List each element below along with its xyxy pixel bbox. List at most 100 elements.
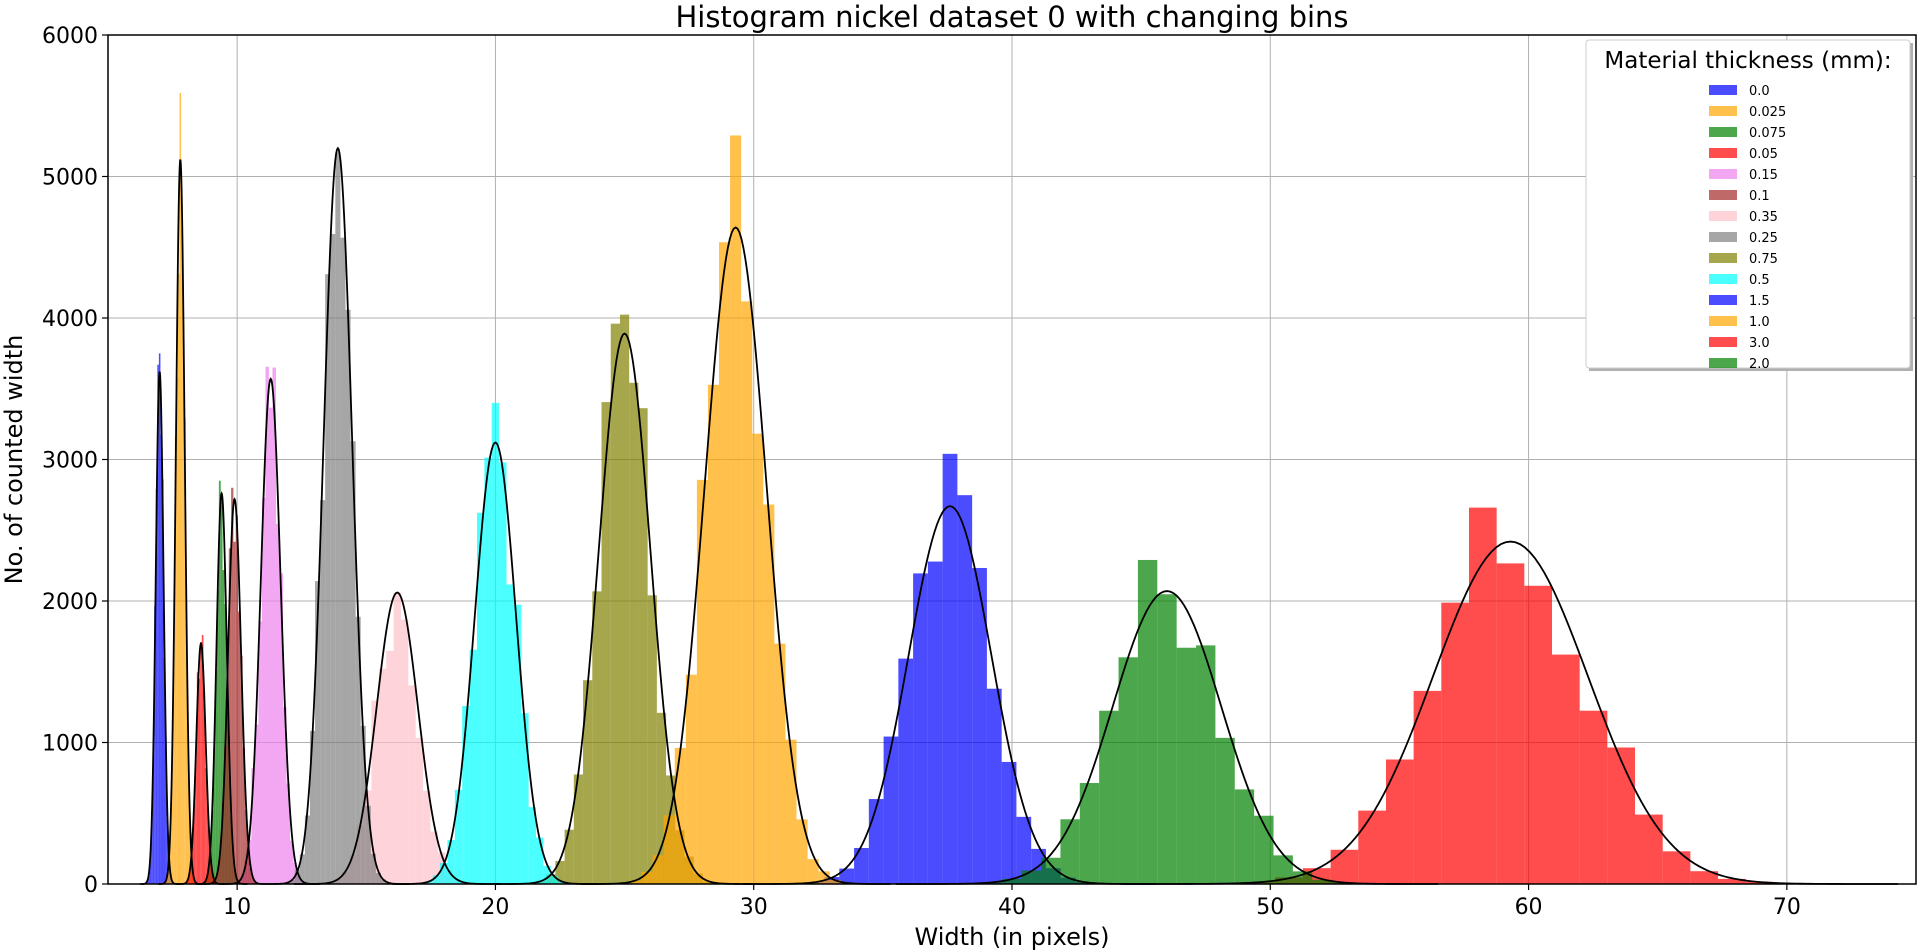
histogram-bar bbox=[430, 831, 438, 884]
histogram-bar bbox=[190, 859, 192, 884]
legend-swatch bbox=[1709, 190, 1737, 200]
histogram-bar bbox=[942, 453, 958, 884]
legend-label: 1.5 bbox=[1749, 294, 1770, 309]
x-tick-label: 20 bbox=[481, 895, 509, 920]
histogram-bar bbox=[796, 819, 808, 884]
histogram-bar bbox=[214, 877, 218, 884]
histogram-bar bbox=[619, 314, 630, 885]
histogram-bar bbox=[258, 621, 262, 884]
histogram-bar bbox=[883, 736, 899, 884]
legend-label: 0.75 bbox=[1749, 252, 1778, 267]
histogram-bar bbox=[210, 860, 212, 884]
histogram-bar bbox=[254, 724, 259, 884]
histogram-bar bbox=[224, 745, 227, 884]
fit-curve-0.35 bbox=[293, 591, 501, 885]
legend-label: 1.0 bbox=[1749, 315, 1770, 330]
fit-curve-0.0 bbox=[140, 371, 180, 885]
legend-label: 0.1 bbox=[1749, 189, 1770, 204]
histogram-bar bbox=[1413, 690, 1442, 884]
histogram-bar bbox=[583, 680, 593, 884]
histogram-bar bbox=[1524, 585, 1553, 884]
histogram-bar bbox=[350, 441, 356, 884]
histogram-bar bbox=[1312, 879, 1332, 884]
histogram-bar bbox=[299, 854, 305, 884]
histogram-bar bbox=[1292, 871, 1313, 884]
histogram-bar bbox=[491, 402, 500, 884]
histogram-bar bbox=[370, 853, 376, 884]
histogram-bar bbox=[200, 642, 202, 884]
legend-label: 0.025 bbox=[1749, 105, 1786, 120]
histogram-bar bbox=[972, 567, 987, 884]
histogram-bar bbox=[647, 595, 657, 884]
histogram-bar bbox=[242, 747, 245, 884]
histogram-bar bbox=[380, 879, 387, 884]
chart-title: Histogram nickel dataset 0 with changing… bbox=[675, 0, 1348, 34]
histogram-bar bbox=[155, 488, 158, 884]
histogram-bar bbox=[986, 688, 1002, 884]
legend-swatch bbox=[1709, 127, 1737, 137]
histogram-bar bbox=[211, 810, 214, 884]
histogram-bar bbox=[181, 229, 183, 884]
histogram-bar bbox=[1060, 819, 1080, 884]
histogram-bar bbox=[205, 768, 207, 884]
histogram-bar bbox=[601, 402, 611, 884]
histogram-bar bbox=[179, 93, 182, 884]
legend-swatch bbox=[1709, 295, 1737, 305]
legend-label: 0.05 bbox=[1749, 147, 1778, 162]
histogram-bar bbox=[1385, 759, 1414, 884]
x-tick-label: 40 bbox=[998, 895, 1026, 920]
legend-label: 3.0 bbox=[1749, 336, 1770, 351]
legend-title: Material thickness (mm): bbox=[1604, 48, 1891, 74]
fit-curve-0.5 bbox=[392, 441, 599, 885]
histogram-bar bbox=[476, 512, 485, 884]
histogram-bar bbox=[176, 377, 178, 884]
histogram-bar bbox=[1215, 737, 1235, 884]
legend-box bbox=[1585, 39, 1911, 369]
histogram-bar bbox=[1441, 602, 1469, 884]
histogram-bar bbox=[1468, 507, 1497, 884]
histogram-bar bbox=[233, 541, 236, 884]
histogram-bar bbox=[152, 755, 155, 884]
histogram-bar bbox=[272, 367, 276, 884]
histogram-bar bbox=[462, 705, 470, 884]
histogram-bar bbox=[345, 309, 351, 885]
histogram-bar bbox=[1176, 647, 1197, 884]
legend-swatch bbox=[1709, 358, 1737, 368]
histogram-bar bbox=[213, 748, 216, 884]
y-axis-title: No. of counted width bbox=[0, 335, 28, 585]
histogram-bar bbox=[685, 674, 697, 884]
histogram-bar bbox=[629, 382, 639, 884]
histogram-bar bbox=[188, 817, 191, 884]
histogram-bar bbox=[355, 616, 361, 884]
histogram-bar bbox=[393, 592, 401, 884]
histogram-bar bbox=[641, 871, 653, 884]
histogram-bar bbox=[1273, 855, 1293, 884]
histogram-bar bbox=[268, 407, 273, 884]
histogram-bar bbox=[247, 843, 250, 884]
series-0.5-bars bbox=[417, 402, 573, 884]
histogram-bar bbox=[231, 487, 234, 884]
histogram-bar bbox=[217, 588, 219, 884]
histogram-bar bbox=[829, 879, 841, 884]
series-1.5-bars bbox=[809, 453, 1091, 884]
histogram-bar bbox=[191, 832, 194, 884]
histogram-bar bbox=[217, 866, 220, 884]
histogram-bar bbox=[652, 855, 664, 884]
histogram-bar bbox=[371, 700, 379, 884]
legend-swatch bbox=[1709, 253, 1737, 263]
histogram-bar bbox=[719, 242, 731, 884]
histogram-bar bbox=[423, 790, 431, 884]
histogram-bar bbox=[1079, 782, 1100, 884]
legend-swatch bbox=[1709, 316, 1737, 326]
histogram-bar bbox=[528, 807, 537, 884]
histogram-bar bbox=[365, 805, 371, 884]
histogram-bar bbox=[785, 739, 797, 884]
histogram-bar bbox=[763, 504, 775, 884]
histogram-bar bbox=[408, 685, 416, 884]
fit-curve-0.75 bbox=[495, 332, 754, 885]
histogram-bar bbox=[543, 865, 551, 884]
histogram-bar bbox=[166, 820, 169, 884]
histogram-bar bbox=[730, 135, 742, 885]
histogram-bar bbox=[1016, 816, 1032, 884]
histogram-bars bbox=[144, 93, 1774, 885]
